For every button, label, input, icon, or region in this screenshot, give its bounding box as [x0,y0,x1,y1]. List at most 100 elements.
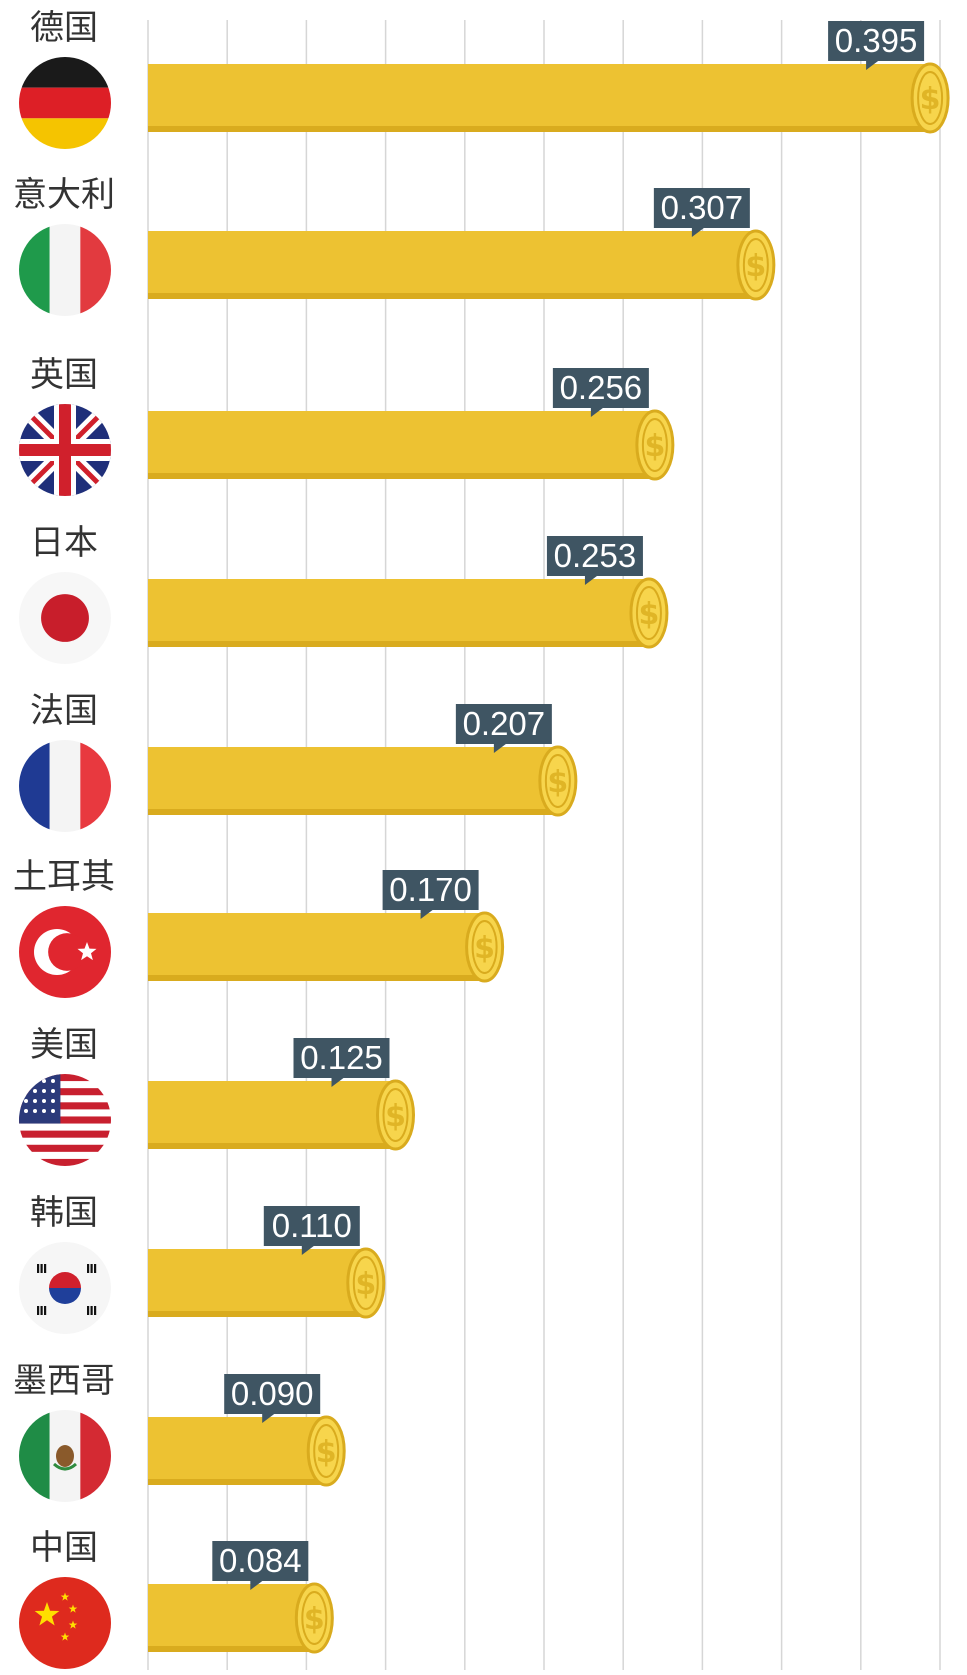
chart-row: 韩国 $0.110 [19,1193,386,1334]
coin-icon: $ [294,1582,334,1654]
value-label-pointer [250,1581,263,1590]
bar-shadow [148,809,558,815]
value-label-box [212,1541,309,1581]
bar [148,64,931,132]
value-label-pointer [493,744,506,753]
bar-shadow [148,975,485,981]
category-label: 意大利 [13,175,115,215]
value-label-box [552,368,649,408]
category-label: 法国 [30,691,98,731]
coin-icon: $ [346,1247,386,1319]
value-label: 0.395 [835,22,918,59]
chart-row: 英国 $0.256 [19,355,675,496]
chart-row: 意大利 $0.307 [13,175,776,316]
bar [148,747,558,815]
bar-shadow [148,293,756,299]
chart-row: 德国 $0.395 [19,8,950,149]
bar [148,1584,315,1652]
value-label-box [828,21,925,61]
value-label-pointer [420,910,433,919]
usa-flag-icon [19,1074,111,1166]
bar-shadow [148,1311,366,1317]
coin-icon: $ [306,1415,346,1487]
value-label-box [455,704,552,744]
value-label: 0.256 [560,369,643,406]
china-flag-icon [19,1577,111,1669]
coin-icon: $ [465,911,505,983]
value-label: 0.253 [554,537,637,574]
value-label-box [382,870,479,910]
bar-shadow [148,1646,315,1652]
coin-icon: $ [635,409,675,481]
chart-row: 法国 $0.207 [19,691,578,832]
category-label: 墨西哥 [13,1361,115,1401]
bar-shadow [148,641,649,647]
bar [148,579,649,647]
chart-rows: 德国 $0.395 意大利 $0.307 英国 $0.256 日本 $0.253 法国 $0.20… [13,8,950,1669]
coin-symbol: $ [547,765,568,800]
value-label-box [653,188,750,228]
turkey-flag-icon [19,906,111,998]
coin-icon: $ [736,229,776,301]
value-label-pointer [590,408,603,417]
value-label-box [224,1374,321,1414]
category-label: 中国 [30,1528,98,1568]
category-label: 美国 [30,1025,98,1065]
chart-row: 土耳其 $0.170 [13,857,505,998]
chart-row: 墨西哥 $0.090 [13,1361,346,1502]
coin-symbol: $ [316,1435,337,1470]
value-label: 0.307 [661,189,744,226]
value-label-pointer [331,1078,344,1087]
bar [148,411,655,479]
coin-symbol: $ [920,82,941,117]
category-label: 韩国 [30,1193,98,1233]
value-label: 0.125 [300,1039,383,1076]
value-label: 0.170 [389,871,472,908]
value-label-box [293,1038,390,1078]
bar [148,1249,366,1317]
chart-row: 美国 $0.125 [19,1025,415,1166]
bar [148,1417,327,1485]
value-label-pointer [584,576,597,585]
value-label-pointer [866,61,879,70]
bar [148,231,756,299]
category-label: 德国 [30,8,98,48]
bar-shadow [148,473,655,479]
value-label-pointer [691,228,704,237]
bar-shadow [148,1143,396,1149]
bar [148,1081,396,1149]
category-label: 英国 [30,355,98,395]
coin-symbol: $ [474,931,495,966]
chart-row: 中国 $0.084 [19,1528,334,1669]
coin-icon: $ [910,62,950,134]
bar-shadow [148,126,931,132]
category-label: 日本 [30,523,98,563]
germany-flag-icon [19,57,111,149]
coin-symbol: $ [385,1099,406,1134]
value-label: 0.207 [463,705,546,742]
bar [148,913,485,981]
value-label: 0.110 [272,1207,352,1244]
uk-flag-icon [19,404,111,496]
south-korea-flag-icon [19,1242,111,1334]
france-flag-icon [19,740,111,832]
coin-icon: $ [629,577,669,649]
value-label-pointer [262,1414,275,1423]
coin-symbol: $ [644,429,665,464]
italy-flag-icon [19,224,111,316]
value-label-box [546,536,643,576]
mexico-flag-icon [19,1410,111,1502]
value-label-box [263,1206,360,1246]
japan-flag-icon [19,572,111,664]
coin-symbol: $ [304,1602,325,1637]
coin-symbol: $ [745,249,766,284]
bar-shadow [148,1479,327,1485]
value-label: 0.084 [219,1542,302,1579]
category-label: 土耳其 [13,857,115,897]
chart-row: 日本 $0.253 [19,523,669,664]
value-label: 0.090 [231,1375,314,1412]
value-label-pointer [301,1246,314,1255]
coin-symbol: $ [639,597,660,632]
coin-icon: $ [376,1079,415,1151]
